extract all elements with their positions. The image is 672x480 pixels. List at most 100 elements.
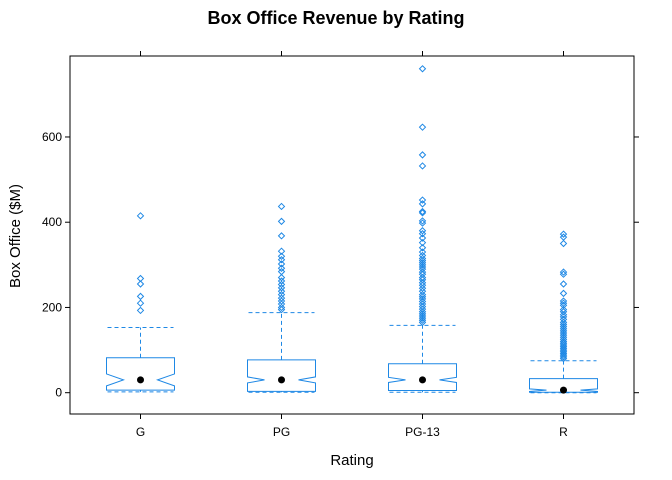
x-tick-label: R (559, 425, 568, 439)
outlier-point (136, 292, 145, 301)
box-pg (247, 202, 316, 393)
x-tick-label: G (136, 425, 145, 439)
outlier-point (418, 258, 427, 267)
outlier-point (277, 284, 286, 292)
outlier-point (277, 287, 286, 295)
outlier-point (418, 305, 427, 313)
outlier-point (418, 200, 427, 208)
outlier-point (418, 265, 427, 273)
outlier-point (559, 353, 568, 361)
x-tick-label: PG (273, 425, 290, 439)
median-marker (137, 376, 144, 384)
chart-title: Box Office Revenue by Rating (207, 8, 464, 28)
y-tick-label: 600 (42, 130, 62, 144)
outlier-point (559, 322, 568, 331)
outlier-point (559, 239, 568, 248)
outlier-point (418, 207, 427, 216)
outlier-point (559, 280, 568, 288)
y-tick-label: 400 (42, 215, 62, 229)
outlier-point (418, 234, 427, 242)
outlier-point (418, 196, 427, 204)
outlier-point (418, 162, 427, 170)
outlier-point (559, 339, 568, 347)
outlier-point (418, 314, 427, 322)
outlier-point (418, 123, 427, 131)
outlier-point (418, 316, 427, 324)
notched-box (247, 359, 316, 392)
plot-panel (69, 55, 635, 415)
outlier-point (559, 333, 568, 341)
outlier-point (418, 261, 427, 269)
outlier-point (559, 349, 568, 358)
boxes-layer (106, 65, 598, 394)
notched-box (388, 363, 457, 392)
outlier-point (418, 238, 427, 247)
outlier-point (418, 219, 427, 227)
box-pg-13 (388, 65, 457, 393)
outlier-point (277, 252, 286, 261)
outlier-point (559, 344, 568, 353)
median-marker (278, 376, 285, 384)
outlier-point (418, 217, 427, 225)
y-tick-label: 200 (42, 300, 62, 314)
outlier-point (559, 299, 568, 307)
outlier-point (277, 260, 286, 268)
outlier-point (277, 273, 286, 282)
outlier-point (559, 348, 568, 356)
outlier-point (136, 280, 145, 288)
outlier-point (559, 346, 568, 354)
y-axis: 0 200 400 600 (42, 130, 639, 400)
outlier-point (277, 264, 286, 272)
outlier-point (559, 337, 568, 346)
outlier-point (559, 305, 568, 314)
outlier-point (559, 327, 568, 335)
y-tick-label: 0 (55, 386, 62, 400)
outlier-point (559, 351, 568, 359)
outlier-point (277, 232, 286, 240)
x-axis-label: Rating (330, 452, 373, 469)
notched-box (106, 357, 175, 391)
outlier-point (559, 341, 568, 349)
outlier-point (136, 299, 145, 307)
x-axis: G PG PG-13 R (136, 51, 568, 439)
outlier-point (418, 318, 427, 327)
outlier-point (559, 270, 568, 278)
outlier-point (136, 306, 145, 315)
x-tick-label: PG-13 (405, 425, 440, 439)
outlier-point (418, 230, 427, 238)
outlier-point (559, 342, 568, 351)
outlier-point (559, 310, 568, 319)
outlier-point (418, 302, 427, 311)
outlier-point (136, 212, 145, 220)
outlier-point (559, 354, 568, 363)
median-marker (560, 386, 567, 394)
outlier-point (418, 297, 427, 306)
outlier-point (277, 217, 286, 226)
outlier-point (418, 273, 427, 282)
notched-box (529, 378, 598, 393)
outlier-point (277, 247, 286, 255)
outlier-point (559, 268, 568, 276)
outlier-point (418, 65, 427, 73)
outlier-point (418, 293, 427, 301)
outlier-point (559, 289, 568, 298)
outlier-point (277, 202, 286, 211)
outlier-point (559, 301, 568, 310)
outlier-point (418, 251, 427, 260)
outlier-point (559, 230, 568, 238)
outlier-point (418, 290, 427, 299)
box-r (529, 230, 598, 394)
outlier-point (277, 305, 286, 314)
outlier-point (559, 325, 568, 333)
outlier-point (277, 277, 286, 285)
outlier-point (418, 312, 427, 320)
outlier-point (559, 329, 568, 337)
outlier-point (277, 303, 286, 312)
y-axis-label: Box Office ($M) (7, 184, 24, 288)
outlier-point (559, 331, 568, 339)
outlier-point (418, 227, 427, 235)
outlier-point (418, 263, 427, 271)
outlier-point (559, 308, 568, 316)
outlier-point (277, 256, 286, 264)
